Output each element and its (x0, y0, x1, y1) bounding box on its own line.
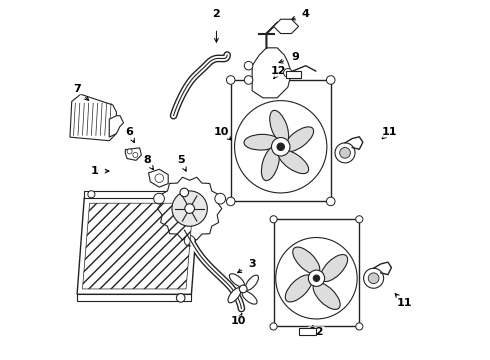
Text: 10: 10 (214, 127, 229, 137)
Circle shape (277, 143, 284, 150)
Circle shape (155, 174, 164, 183)
Ellipse shape (229, 274, 245, 287)
Text: 9: 9 (291, 52, 299, 62)
Circle shape (239, 285, 247, 293)
Circle shape (340, 148, 350, 158)
Circle shape (235, 101, 327, 193)
Ellipse shape (270, 111, 289, 144)
Circle shape (284, 68, 292, 77)
Circle shape (185, 204, 195, 213)
Text: 5: 5 (177, 156, 185, 165)
Circle shape (276, 238, 357, 319)
Circle shape (226, 197, 235, 206)
Polygon shape (77, 294, 192, 301)
Polygon shape (70, 94, 117, 141)
Circle shape (127, 149, 132, 154)
Circle shape (271, 138, 290, 156)
Circle shape (326, 197, 335, 206)
Circle shape (226, 76, 235, 84)
Ellipse shape (278, 150, 309, 174)
Text: 12: 12 (271, 66, 287, 76)
Ellipse shape (320, 255, 347, 282)
Polygon shape (299, 328, 317, 336)
Polygon shape (286, 71, 301, 78)
Circle shape (133, 153, 138, 157)
Polygon shape (109, 116, 123, 137)
Circle shape (176, 294, 185, 302)
Bar (231, 80, 331, 202)
Circle shape (356, 323, 363, 330)
Text: 10: 10 (231, 316, 246, 326)
Ellipse shape (313, 282, 340, 309)
Bar (273, 219, 359, 327)
Ellipse shape (228, 288, 241, 303)
Circle shape (245, 76, 253, 84)
Circle shape (270, 323, 277, 330)
Polygon shape (148, 169, 168, 187)
Polygon shape (77, 198, 198, 294)
Circle shape (172, 191, 207, 226)
Circle shape (326, 76, 335, 84)
Circle shape (88, 191, 95, 198)
Text: 3: 3 (248, 259, 256, 269)
Ellipse shape (285, 275, 312, 302)
Polygon shape (125, 148, 142, 160)
Ellipse shape (245, 275, 258, 290)
Circle shape (313, 275, 319, 282)
Circle shape (364, 268, 384, 288)
Polygon shape (252, 48, 292, 98)
Ellipse shape (262, 147, 279, 181)
Circle shape (215, 193, 225, 204)
Ellipse shape (284, 127, 314, 152)
Ellipse shape (242, 291, 257, 304)
Text: 1: 1 (91, 166, 99, 176)
Text: 4: 4 (302, 9, 310, 19)
Polygon shape (84, 191, 198, 198)
Text: 8: 8 (143, 156, 150, 165)
Circle shape (270, 216, 277, 223)
Text: 2: 2 (213, 9, 220, 19)
Circle shape (368, 273, 379, 284)
Text: 7: 7 (73, 84, 81, 94)
Circle shape (154, 193, 165, 204)
Circle shape (356, 216, 363, 223)
Circle shape (184, 235, 195, 246)
Text: 6: 6 (125, 127, 133, 137)
Text: 11: 11 (396, 298, 412, 308)
Ellipse shape (244, 134, 279, 150)
Text: 12: 12 (309, 327, 324, 337)
Circle shape (245, 62, 253, 70)
Circle shape (180, 188, 189, 197)
Text: 11: 11 (382, 127, 397, 137)
Polygon shape (273, 19, 298, 33)
Ellipse shape (293, 247, 320, 274)
Circle shape (335, 143, 355, 163)
Circle shape (308, 270, 324, 287)
Polygon shape (157, 177, 222, 240)
